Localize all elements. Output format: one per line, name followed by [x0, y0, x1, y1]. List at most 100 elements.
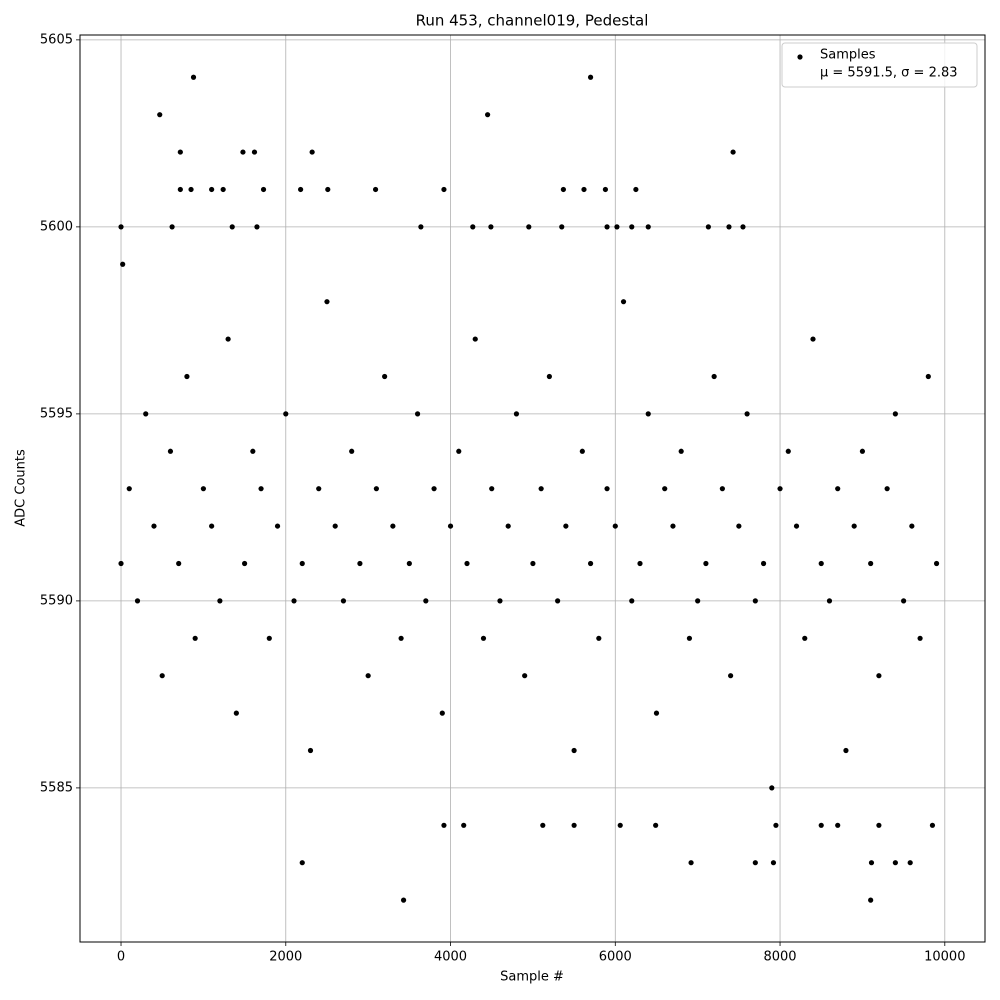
point: [176, 560, 182, 567]
point: [571, 747, 577, 754]
point: [835, 486, 841, 492]
point: [752, 598, 758, 604]
point: [184, 373, 190, 380]
point: [868, 560, 874, 567]
point: [526, 224, 532, 230]
point: [225, 336, 231, 342]
point: [884, 486, 890, 492]
point: [441, 822, 447, 828]
y-tick-label: 5600: [40, 219, 73, 234]
point: [398, 635, 404, 641]
point: [126, 486, 132, 492]
point: [200, 486, 207, 492]
point: [118, 560, 124, 567]
point: [596, 635, 602, 641]
point: [736, 523, 742, 529]
point: [629, 224, 635, 230]
point: [316, 486, 322, 492]
point: [414, 411, 421, 417]
point: [587, 560, 594, 567]
point: [177, 149, 183, 155]
point: [851, 523, 857, 529]
point: [901, 598, 907, 604]
point: [291, 598, 297, 604]
point: [447, 523, 454, 529]
point: [612, 523, 618, 529]
point: [299, 860, 305, 866]
point: [587, 74, 594, 80]
point: [678, 448, 684, 454]
point: [472, 336, 478, 342]
point: [711, 373, 717, 380]
point: [159, 673, 165, 679]
y-tick-label: 5590: [40, 593, 73, 608]
point: [299, 560, 305, 567]
series: [118, 74, 940, 903]
point: [818, 560, 824, 567]
point: [653, 822, 659, 828]
point: [332, 523, 338, 529]
point: [602, 186, 609, 193]
point: [233, 710, 239, 716]
point: [719, 486, 725, 492]
point: [406, 560, 412, 567]
point: [418, 224, 424, 230]
y-tick-label: 5605: [40, 32, 73, 47]
point: [229, 224, 235, 230]
x-tick-label: 0: [117, 950, 125, 965]
point: [505, 523, 511, 529]
point: [777, 486, 783, 492]
point: [617, 822, 623, 828]
point: [563, 523, 569, 529]
point: [441, 186, 447, 193]
point: [209, 186, 215, 193]
point: [579, 448, 585, 454]
x-tick-label: 6000: [599, 950, 632, 965]
point: [513, 411, 520, 417]
point: [876, 673, 882, 679]
point: [773, 822, 779, 828]
point: [480, 635, 487, 641]
point: [456, 448, 462, 454]
point: [785, 448, 791, 454]
point: [546, 373, 552, 380]
point: [307, 747, 314, 754]
point: [400, 897, 407, 903]
point: [143, 411, 149, 417]
point: [907, 860, 913, 866]
point: [744, 411, 750, 417]
point: [760, 560, 767, 567]
point: [538, 486, 544, 492]
point: [826, 598, 833, 604]
point: [431, 486, 437, 492]
point: [645, 411, 651, 417]
point: [260, 186, 267, 193]
point: [892, 860, 898, 866]
point: [423, 598, 429, 604]
point: [340, 598, 347, 604]
point: [254, 224, 260, 230]
point: [802, 635, 808, 641]
legend-marker: [797, 54, 803, 60]
x-tick-label: 10000: [924, 950, 965, 965]
point: [670, 523, 676, 529]
legend-label: Samples: [820, 48, 876, 63]
point: [909, 523, 915, 529]
point: [917, 635, 923, 641]
point: [662, 486, 668, 492]
point: [365, 673, 371, 679]
point: [373, 486, 379, 492]
point: [876, 822, 882, 828]
point: [637, 560, 643, 567]
point: [614, 224, 620, 230]
point: [522, 673, 528, 679]
point: [217, 598, 223, 604]
point: [464, 560, 470, 567]
point: [810, 336, 816, 342]
point: [560, 186, 566, 193]
point: [620, 299, 627, 305]
point: [167, 448, 174, 454]
point: [730, 149, 736, 155]
point: [266, 635, 272, 641]
